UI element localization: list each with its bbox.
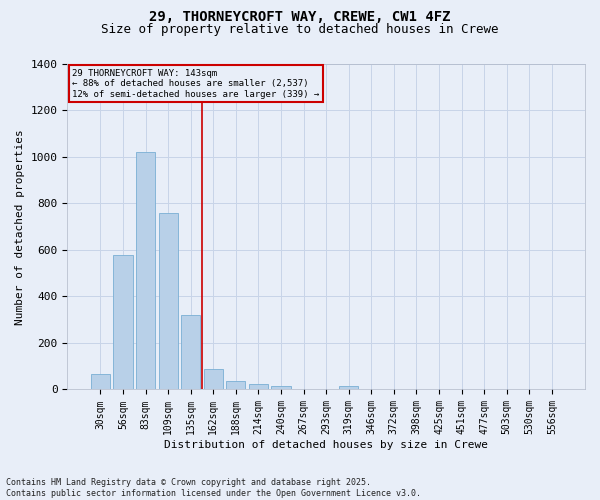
Y-axis label: Number of detached properties: Number of detached properties [15, 129, 25, 324]
Bar [181, 315, 200, 390]
Bar [271, 386, 290, 390]
Bar [226, 380, 245, 390]
Text: Size of property relative to detached houses in Crewe: Size of property relative to detached ho… [101, 22, 499, 36]
Bar [339, 386, 358, 390]
Text: 29 THORNEYCROFT WAY: 143sqm
← 88% of detached houses are smaller (2,537)
12% of : 29 THORNEYCROFT WAY: 143sqm ← 88% of det… [73, 69, 320, 98]
X-axis label: Distribution of detached houses by size in Crewe: Distribution of detached houses by size … [164, 440, 488, 450]
Bar [91, 374, 110, 390]
Bar [249, 384, 268, 390]
Text: Contains HM Land Registry data © Crown copyright and database right 2025.
Contai: Contains HM Land Registry data © Crown c… [6, 478, 421, 498]
Bar [158, 214, 178, 390]
Bar [113, 255, 133, 390]
Bar [136, 152, 155, 390]
Bar [203, 368, 223, 390]
Text: 29, THORNEYCROFT WAY, CREWE, CW1 4FZ: 29, THORNEYCROFT WAY, CREWE, CW1 4FZ [149, 10, 451, 24]
